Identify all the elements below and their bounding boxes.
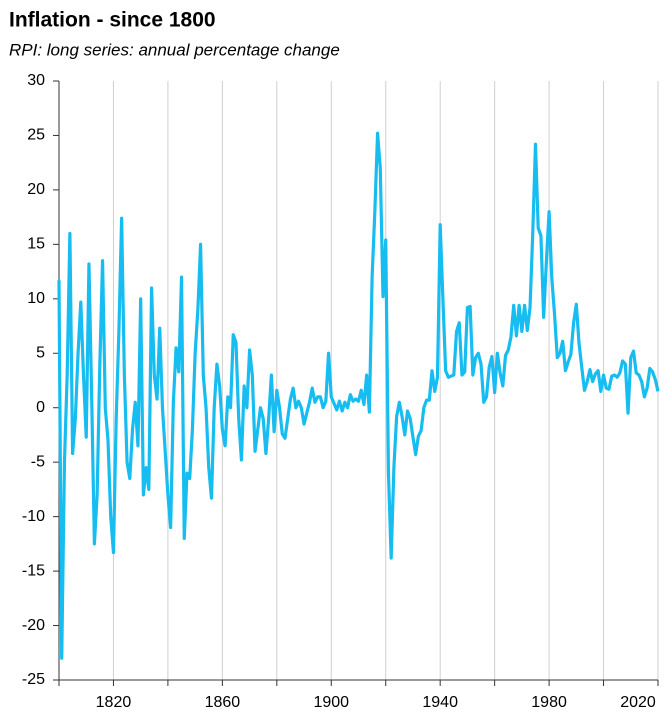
x-tick-label: 1980 bbox=[531, 694, 567, 711]
y-tick-label: -20 bbox=[22, 617, 45, 634]
y-tick-label: 0 bbox=[36, 399, 45, 416]
x-tick-label: 1860 bbox=[205, 694, 241, 711]
x-tick-label: 1940 bbox=[422, 694, 458, 711]
y-tick-label: -5 bbox=[31, 453, 45, 470]
x-tick-label: 2020 bbox=[620, 694, 656, 711]
y-tick-label: -15 bbox=[22, 562, 45, 579]
chart-title: Inflation - since 1800 bbox=[9, 9, 216, 32]
y-tick-label: 15 bbox=[27, 236, 45, 253]
data-line bbox=[57, 131, 660, 660]
y-tick-label: 20 bbox=[27, 181, 45, 198]
y-tick-label: 5 bbox=[36, 344, 45, 361]
y-tick-label: 30 bbox=[27, 72, 45, 89]
y-tick-label: 10 bbox=[27, 290, 45, 307]
y-tick-label: -10 bbox=[22, 508, 45, 525]
x-tick-label: 1820 bbox=[96, 694, 132, 711]
x-tick-label: 1900 bbox=[313, 694, 349, 711]
y-tick-label: 25 bbox=[27, 127, 45, 144]
y-tick-label: -25 bbox=[22, 671, 45, 688]
chart-subtitle: RPI: long series: annual percentage chan… bbox=[9, 40, 340, 59]
